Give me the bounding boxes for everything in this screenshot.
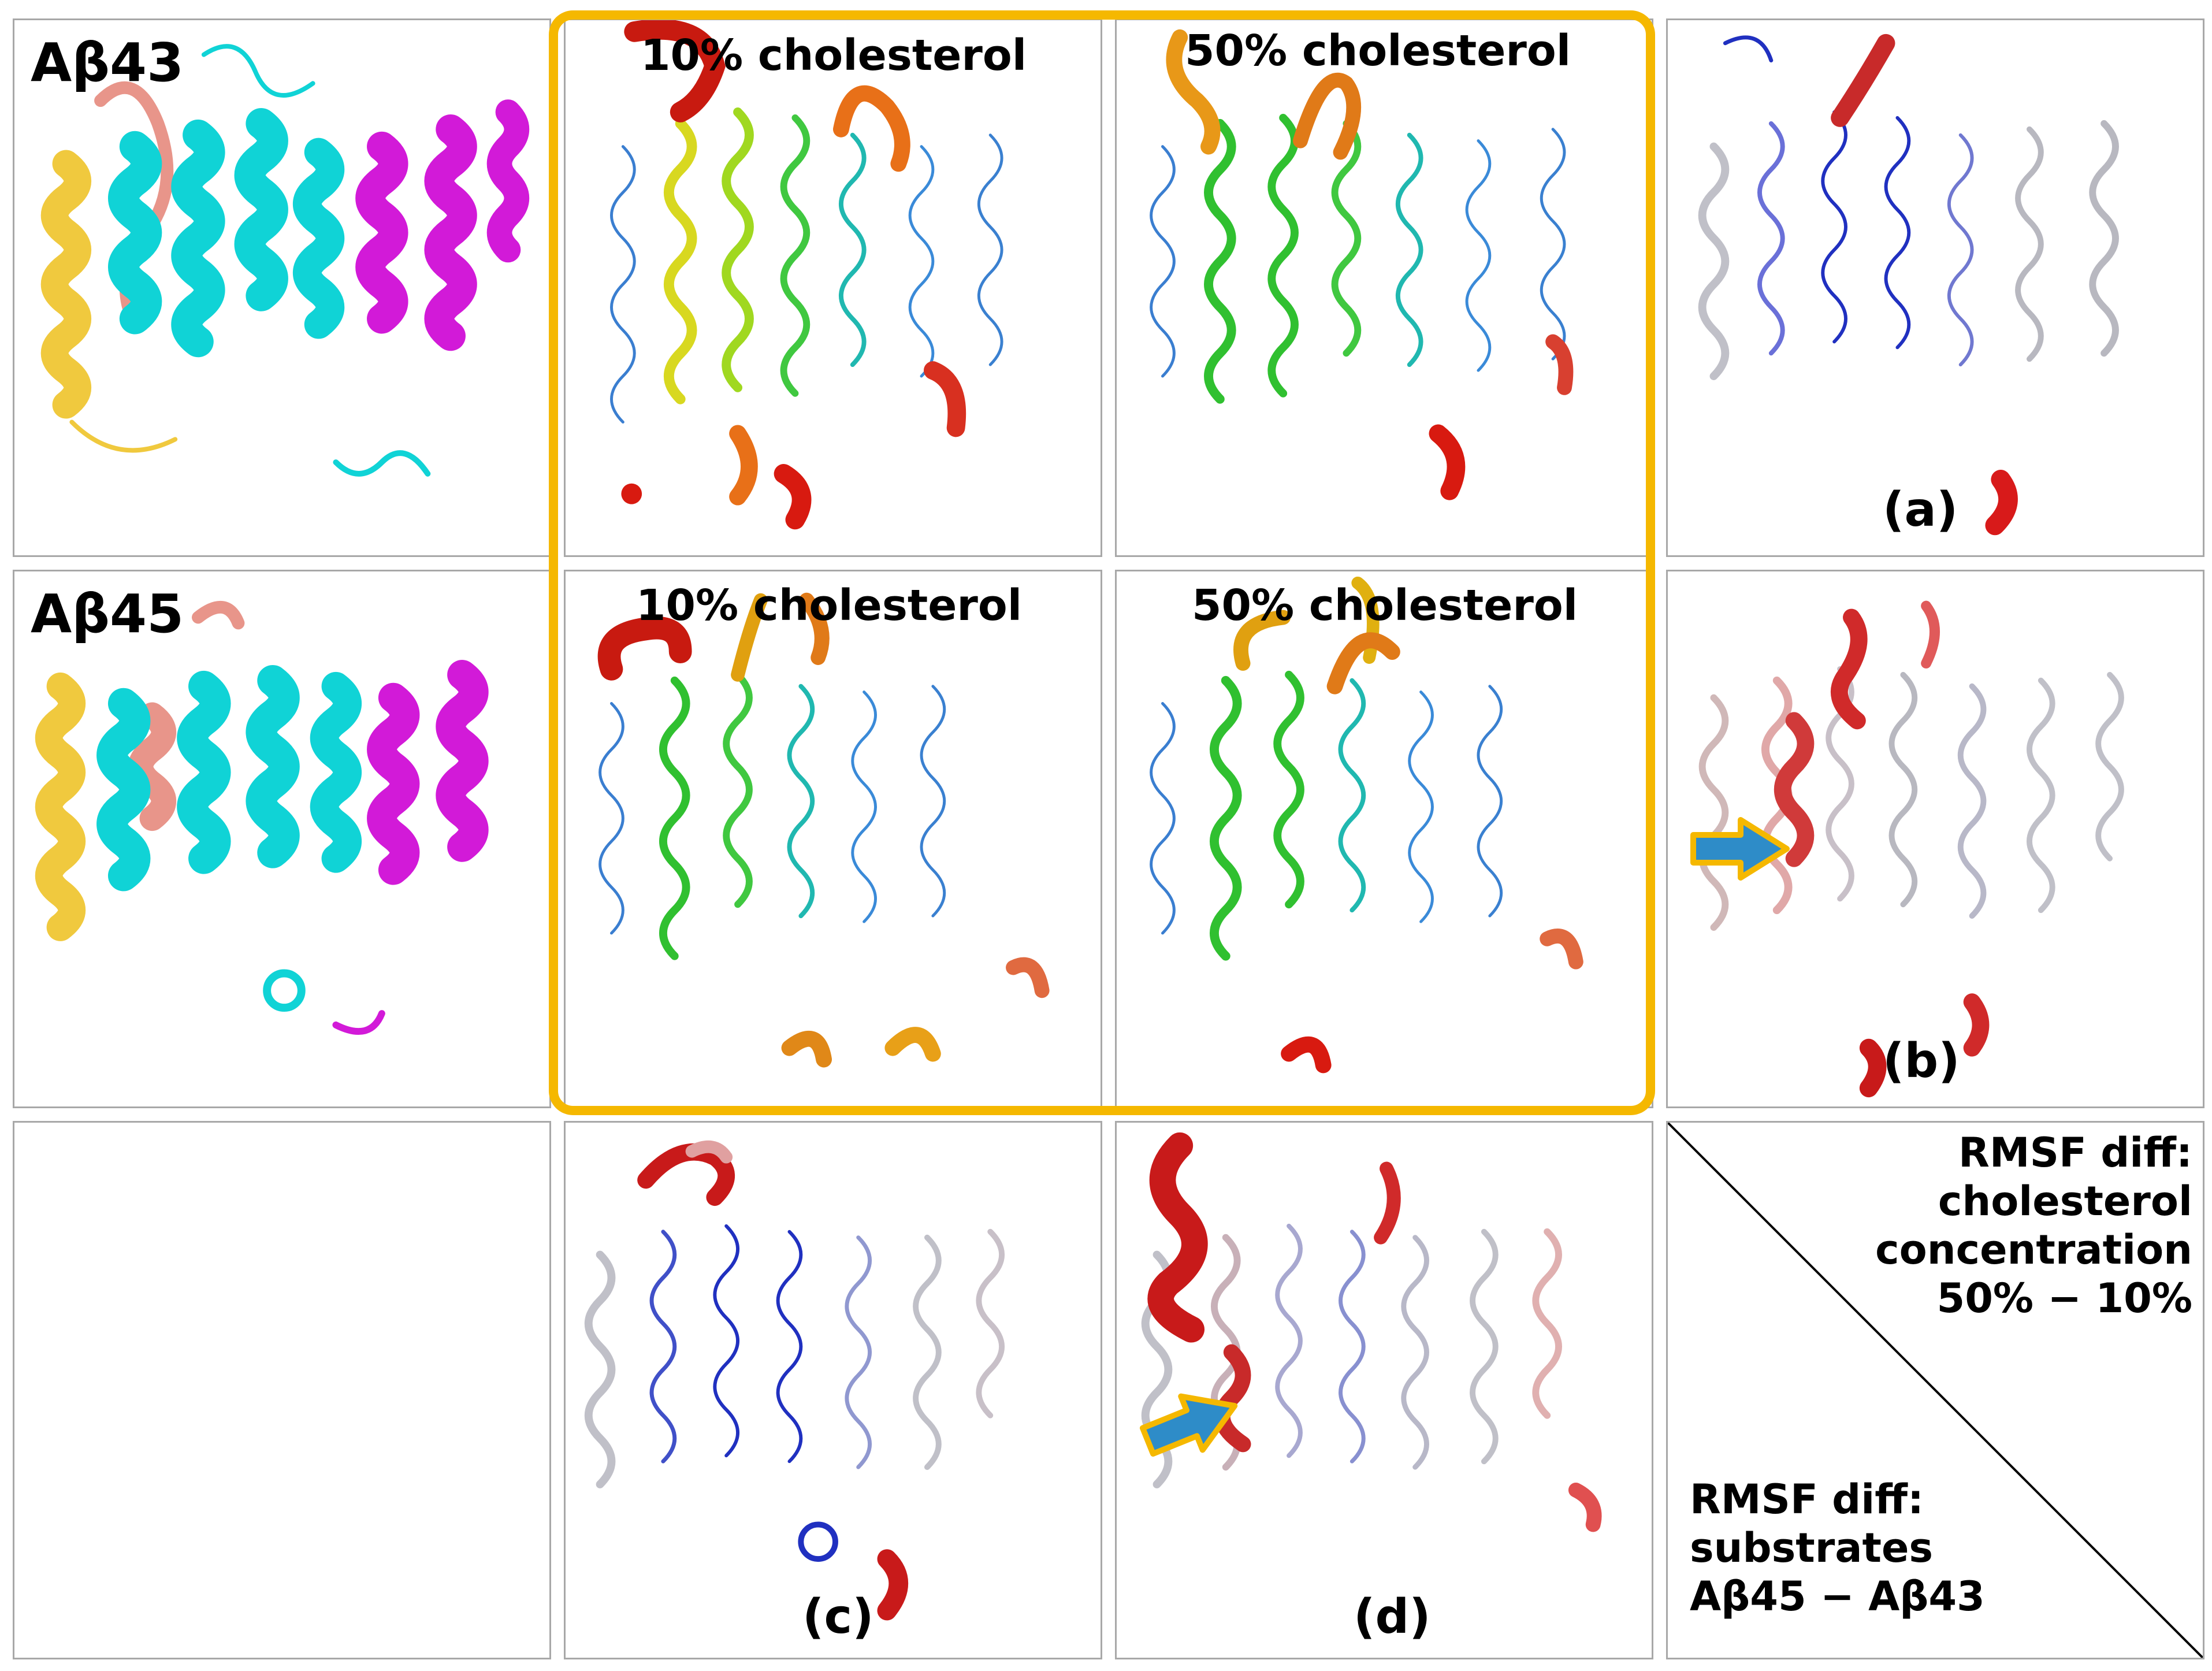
panel-letter-d: (d) xyxy=(1354,1590,1431,1644)
panel-letter-c: (c) xyxy=(802,1590,874,1644)
cartoon-structure-abeta45 xyxy=(35,600,489,1035)
panel-legend: RMSF diff: cholesterol concentration 50%… xyxy=(1666,1121,2204,1659)
title-r1c3: 50% cholesterol xyxy=(1185,26,1571,76)
rmsf-tube-abeta43-10pct xyxy=(610,20,1003,530)
legend-cholesterol-diff: RMSF diff: cholesterol concentration 50%… xyxy=(1875,1128,2192,1323)
row-label-abeta43: Aβ43 xyxy=(31,32,184,94)
arrow-icon xyxy=(1690,817,1790,881)
panel-empty xyxy=(13,1121,551,1659)
legend-substrate-diff: RMSF diff: substrates Aβ45 − Aβ43 xyxy=(1690,1475,1985,1621)
panel-rmsf-diff-d: (d) xyxy=(1115,1121,1653,1659)
panel-rmsf-abeta43-50pct: 50% cholesterol xyxy=(1115,18,1653,557)
title-r1c2: 10% cholesterol xyxy=(641,31,1027,80)
rmsf-tube-abeta45-10pct xyxy=(597,592,1050,1068)
panel-rmsf-diff-b: (b) xyxy=(1666,570,2204,1108)
panel-rmsf-abeta45-50pct: 50% cholesterol xyxy=(1115,570,1653,1108)
legend-line: Aβ45 − Aβ43 xyxy=(1690,1573,1985,1620)
rmsf-diff-tube-a xyxy=(1698,34,2119,536)
cartoon-structure-abeta43 xyxy=(40,44,530,477)
panel-cartoon-abeta45: Aβ45 xyxy=(13,570,551,1108)
panel-letter-a: (a) xyxy=(1883,482,1958,537)
row-label-abeta45: Aβ45 xyxy=(31,583,184,645)
rmsf-tube-abeta43-50pct xyxy=(1150,29,1574,500)
panel-rmsf-abeta43-10pct: 10% cholesterol xyxy=(564,18,1102,557)
legend-line: RMSF diff: xyxy=(1690,1476,1924,1523)
panel-letter-b: (b) xyxy=(1883,1034,1960,1089)
arrow-icon xyxy=(1139,1393,1238,1457)
legend-diagonal xyxy=(1668,1123,2203,1658)
rmsf-diff-tube-c xyxy=(584,1140,1005,1621)
title-r2c2: 10% cholesterol xyxy=(636,581,1023,630)
legend-line: 50% − 10% xyxy=(1936,1275,2193,1322)
rmsf-tube-abeta45-50pct xyxy=(1150,576,1583,1074)
rmsf-diff-tube-b xyxy=(1698,600,2124,1098)
panel-rmsf-diff-c: (c) xyxy=(564,1121,1102,1659)
panel-rmsf-diff-a: (a) xyxy=(1666,18,2204,557)
panel-cartoon-abeta43: Aβ43 xyxy=(13,18,551,557)
legend-line: cholesterol xyxy=(1938,1178,2192,1225)
legend-line: RMSF diff: xyxy=(1958,1129,2192,1176)
title-r2c3: 50% cholesterol xyxy=(1192,581,1578,630)
panel-rmsf-abeta45-10pct: 10% cholesterol xyxy=(564,570,1102,1108)
legend-line: concentration xyxy=(1875,1226,2192,1273)
legend-line: substrates xyxy=(1690,1524,1934,1572)
